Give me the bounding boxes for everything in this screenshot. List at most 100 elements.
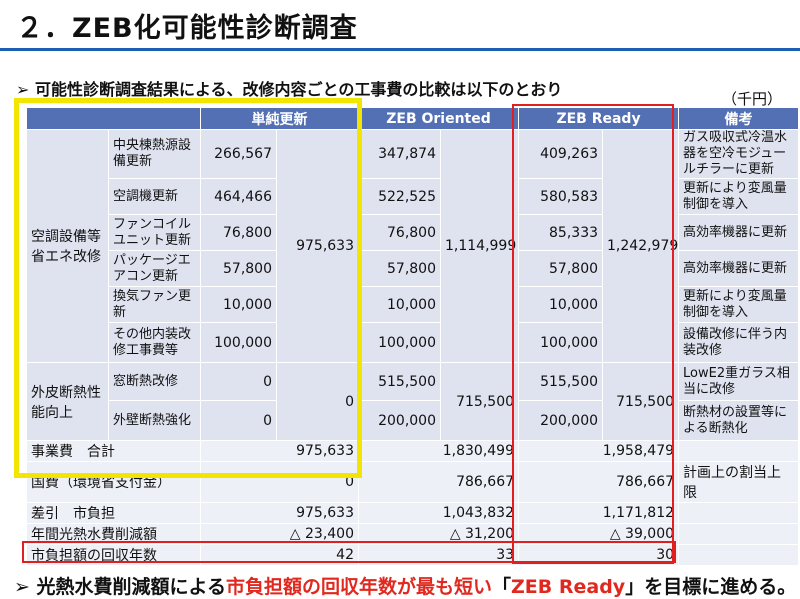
- value-oriented: 200,000: [358, 400, 441, 441]
- conclusion-target: ZEB Ready: [511, 576, 626, 598]
- summary-label: 差引 市負担: [26, 502, 201, 524]
- summary-simple: 975,633: [200, 440, 359, 462]
- value-ready: 57,800: [518, 250, 604, 287]
- summary-row: 差引 市負担 975,633 1,043,832 1,171,812: [26, 502, 800, 524]
- value-simple: 100,000: [200, 322, 277, 363]
- value-simple: 0: [200, 362, 277, 401]
- conclusion-part: ➢ 光熱水費削減額による: [14, 576, 226, 598]
- summary-label: 市負担額の回収年数: [26, 544, 201, 566]
- summary-ready: 1,171,812: [518, 502, 680, 524]
- summary-simple: 42: [200, 544, 359, 566]
- conclusion-text: ➢ 光熱水費削減額による市負担額の回収年数が最も短い「ZEB Ready」を目標…: [14, 572, 796, 599]
- table-row: 外皮断熱性能向上 窓断熱改修 0 0 515,500 715,500 515,5…: [26, 362, 800, 441]
- conclusion-part: に進める。: [701, 576, 797, 598]
- summary-note: 計画上の割当上限: [678, 461, 800, 503]
- summary-label: 事業費 合計: [26, 440, 201, 462]
- value-oriented: 515,500: [358, 362, 441, 401]
- item-label: その他内装改修工事費等: [108, 322, 201, 363]
- value-simple: 0: [200, 400, 277, 441]
- page-title: ２．ZEB化可能性診断調査: [16, 13, 358, 44]
- table-row: パッケージエアコン更新 57,800 57,800 57,800 高効率機器に更…: [27, 250, 800, 287]
- value-ready: 200,000: [518, 400, 604, 441]
- summary-oriented: 1,043,832: [357, 502, 520, 524]
- summary-note: [678, 502, 800, 524]
- summary-label: 国費（環境省支付金）: [26, 461, 201, 503]
- value-simple: 464,466: [200, 178, 277, 215]
- note: 更新により変風量制御を導入: [678, 178, 800, 215]
- simple-update-highlight: [14, 98, 362, 478]
- item-label: 窓断熱改修: [108, 362, 201, 401]
- item-label: 換気ファン更新: [108, 286, 201, 323]
- total-envelope-oriented: 715,500: [439, 362, 520, 441]
- summary-oriented: 1,830,499: [357, 440, 520, 462]
- table-row: ファンコイルユニット更新 76,800 76,800 85,333 高効率機器に…: [27, 214, 800, 251]
- header-blank: [26, 107, 201, 130]
- summary-simple: 0: [200, 461, 359, 503]
- total-hvac-ready: 1,242,979: [602, 129, 680, 363]
- note: LowE2重ガラス相当に改修: [678, 362, 800, 401]
- value-oriented: 57,800: [358, 250, 441, 287]
- category-envelope: 外皮断熱性能向上: [26, 362, 109, 441]
- note: 更新により変風量制御を導入: [678, 286, 800, 323]
- value-ready: 515,500: [518, 362, 604, 401]
- conclusion-part: 」を目標: [625, 576, 702, 598]
- table-row: その他内装改修工事費等 100,000 100,000 100,000 設備改修…: [27, 322, 800, 363]
- note: 断熱材の設置等による断熱化: [678, 400, 800, 441]
- zeb-ready-highlight: [512, 104, 674, 564]
- cost-comparison-table: 単純更新 ZEB Oriented ZEB Ready 備考 空調設備等省エネ改…: [26, 107, 800, 566]
- summary-note: [678, 523, 800, 545]
- value-oriented: 10,000: [358, 286, 441, 323]
- summary-row: 年間光熱水費削減額 △ 23,400 △ 31,200 △ 39,000: [26, 523, 800, 545]
- total-envelope-simple: 0: [276, 362, 359, 441]
- summary-simple: 975,633: [200, 502, 359, 524]
- summary-oriented: 33: [357, 544, 520, 566]
- summary-row: 国費（環境省支付金） 0 786,667 786,667 計画上の割当上限: [26, 461, 800, 503]
- summary-simple: △ 23,400: [200, 523, 359, 545]
- value-simple: 266,567: [200, 129, 277, 179]
- value-ready: 10,000: [518, 286, 604, 323]
- item-label: 中央棟熱源設備更新: [108, 129, 201, 179]
- header-row: 単純更新 ZEB Oriented ZEB Ready 備考: [26, 107, 800, 130]
- total-hvac-oriented: 1,114,999: [439, 129, 520, 363]
- note: 設備改修に伴う内装改修: [678, 322, 800, 363]
- summary-row: 市負担額の回収年数 42 33 30: [26, 544, 800, 566]
- subtitle: ➢ 可能性診断調査結果による、改修内容ごとの工事費の比較は以下のとおり: [16, 80, 563, 99]
- summary-oriented: △ 31,200: [357, 523, 520, 545]
- note: 高効率機器に更新: [678, 214, 800, 251]
- header-notes: 備考: [678, 107, 800, 130]
- value-ready: 409,263: [518, 129, 604, 179]
- item-label: ファンコイルユニット更新: [108, 214, 201, 251]
- summary-note: [678, 544, 800, 566]
- item-label: 外壁断熱強化: [108, 400, 201, 441]
- note: ガス吸収式冷温水器を空冷モジュールチラーに更新: [678, 129, 800, 179]
- table-row: 換気ファン更新 10,000 10,000 10,000 更新により変風量制御を…: [27, 286, 800, 323]
- table-row: 空調設備等省エネ改修 中央棟熱源設備更新 266,567 975,633 347…: [26, 129, 800, 363]
- header-zeb-oriented: ZEB Oriented: [357, 107, 520, 130]
- value-oriented: 347,874: [358, 129, 441, 179]
- value-oriented: 522,525: [358, 178, 441, 215]
- summary-ready: 1,958,479: [518, 440, 680, 462]
- payback-row-highlight: [22, 541, 676, 563]
- value-simple: 57,800: [200, 250, 277, 287]
- conclusion-part: 「: [491, 576, 511, 598]
- summary-oriented: 786,667: [357, 461, 520, 503]
- category-hvac: 空調設備等省エネ改修: [26, 129, 109, 363]
- summary-ready: △ 39,000: [518, 523, 680, 545]
- value-ready: 85,333: [518, 214, 604, 251]
- summary-ready: 786,667: [518, 461, 680, 503]
- total-hvac-simple: 975,633: [276, 129, 359, 363]
- item-label: 空調機更新: [108, 178, 201, 215]
- summary-row: 事業費 合計 975,633 1,830,499 1,958,479: [26, 440, 800, 462]
- value-oriented: 76,800: [358, 214, 441, 251]
- summary-label: 年間光熱水費削減額: [26, 523, 201, 545]
- note: 高効率機器に更新: [678, 250, 800, 287]
- header-simple-update: 単純更新: [200, 107, 359, 130]
- value-ready: 100,000: [518, 322, 604, 363]
- table-row: 外壁断熱強化 0 200,000 200,000 断熱材の設置等による断熱化: [27, 400, 800, 441]
- header-zeb-ready: ZEB Ready: [518, 107, 680, 130]
- conclusion-emphasis: 市負担額の回収年数が最も短い: [225, 576, 492, 598]
- value-simple: 76,800: [200, 214, 277, 251]
- summary-note: [678, 440, 800, 462]
- unit-label: （千円）: [722, 90, 783, 108]
- summary-ready: 30: [518, 544, 680, 566]
